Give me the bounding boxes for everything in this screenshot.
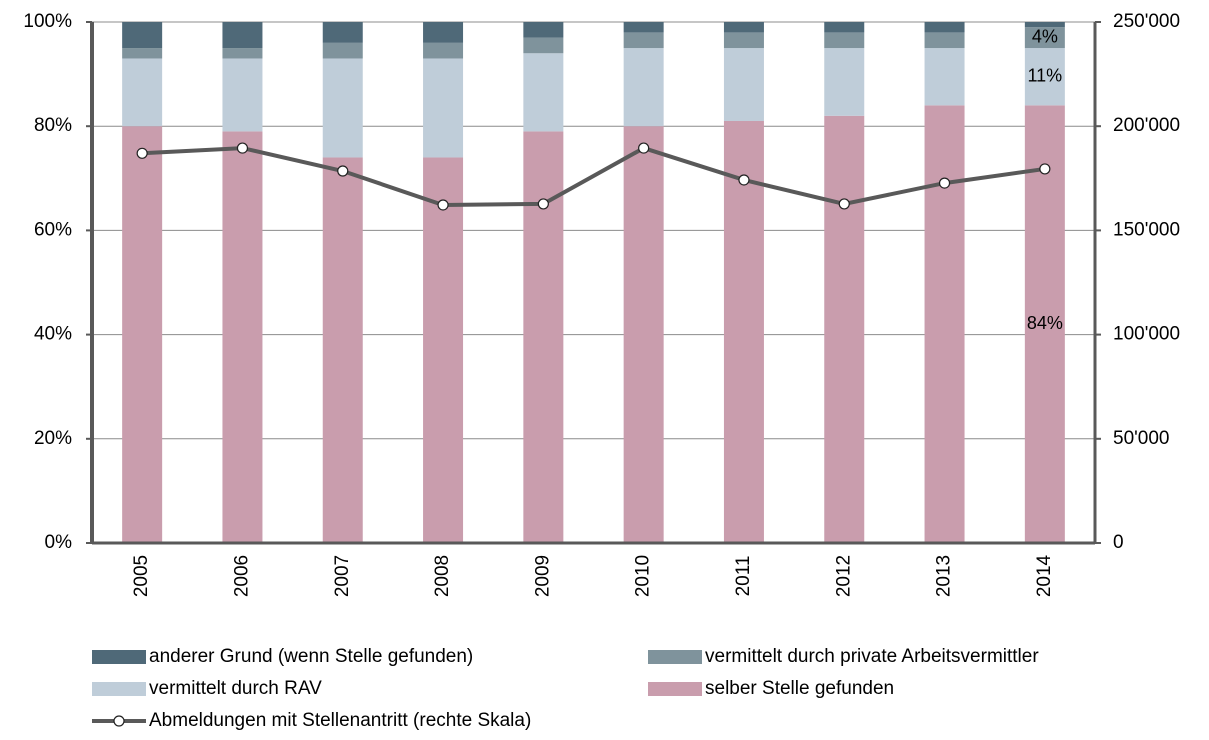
legend-label: Abmeldungen mit Stellenantritt (rechte S… bbox=[149, 710, 531, 731]
bar-segment bbox=[824, 115, 865, 543]
legend-label: anderer Grund (wenn Stelle gefunden) bbox=[149, 646, 473, 667]
legend-label: vermittelt durch private Arbeitsvermittl… bbox=[705, 646, 1039, 667]
bar-segment bbox=[523, 37, 564, 54]
x-tick-label: 2011 bbox=[733, 556, 754, 597]
line-marker bbox=[337, 165, 349, 177]
x-tick-label: 2008 bbox=[432, 555, 453, 597]
line-marker bbox=[638, 142, 650, 154]
y2-tick-label: 50'000 bbox=[1113, 428, 1169, 449]
bar-segment bbox=[423, 42, 464, 59]
x-tick-label: 2013 bbox=[934, 555, 955, 597]
bar-segment bbox=[222, 22, 263, 49]
bar-segment bbox=[824, 48, 865, 116]
y2-tick-label: 150'000 bbox=[1113, 219, 1180, 240]
bar-segment bbox=[523, 22, 564, 38]
bar-segment bbox=[423, 58, 464, 158]
legend-swatch bbox=[92, 650, 146, 664]
line-marker bbox=[537, 198, 549, 210]
bar-segment bbox=[924, 22, 965, 33]
y-tick-label: 40% bbox=[34, 324, 72, 345]
y2-tick-label: 0 bbox=[1113, 532, 1124, 553]
bar-segment bbox=[322, 22, 363, 43]
bar-segment bbox=[924, 105, 965, 544]
bar-segment bbox=[723, 48, 764, 121]
legend-swatch bbox=[92, 682, 146, 696]
bar-segment bbox=[824, 32, 865, 49]
legend-marker bbox=[113, 715, 125, 727]
bar-segment bbox=[723, 32, 764, 49]
bar-segment bbox=[1024, 27, 1065, 49]
bar-segment bbox=[1024, 105, 1065, 544]
line-marker bbox=[738, 174, 750, 186]
x-tick-label: 2005 bbox=[131, 555, 152, 597]
y-tick-label: 60% bbox=[34, 219, 72, 240]
legend-swatch bbox=[648, 650, 702, 664]
bar-segment bbox=[322, 157, 363, 543]
bar-segment bbox=[423, 22, 464, 43]
x-tick-label: 2007 bbox=[332, 555, 353, 597]
bar-segment bbox=[122, 48, 163, 59]
bar-segment bbox=[523, 131, 564, 543]
bar-segment bbox=[723, 120, 764, 544]
bar-segment bbox=[322, 58, 363, 158]
x-tick-label: 2009 bbox=[532, 555, 553, 597]
bar-segment bbox=[824, 22, 865, 33]
x-tick-label: 2014 bbox=[1034, 554, 1055, 597]
line-marker bbox=[236, 142, 249, 154]
legend-swatch bbox=[648, 682, 702, 696]
line-marker bbox=[437, 199, 449, 211]
bar-segment bbox=[623, 32, 664, 49]
y2-tick-label: 250'000 bbox=[1113, 11, 1180, 32]
bar-segment bbox=[924, 48, 965, 106]
line-marker bbox=[938, 177, 951, 189]
bar-segment bbox=[222, 131, 263, 543]
line-marker bbox=[136, 147, 148, 159]
y2-tick-label: 100'000 bbox=[1113, 324, 1180, 345]
y-tick-label: 100% bbox=[23, 11, 72, 32]
bar-segment bbox=[1024, 48, 1065, 106]
bar-segment bbox=[122, 58, 163, 127]
x-tick-label: 2010 bbox=[633, 555, 654, 597]
bar-segment bbox=[523, 53, 564, 132]
bar-segment bbox=[122, 22, 163, 49]
y2-tick-label: 200'000 bbox=[1113, 115, 1180, 136]
bar-segment bbox=[924, 32, 965, 49]
data-label: 11% bbox=[1027, 65, 1062, 85]
bar-segment bbox=[322, 42, 363, 59]
line-marker bbox=[1039, 163, 1051, 175]
line-marker bbox=[838, 198, 850, 210]
x-tick-label: 2012 bbox=[833, 555, 854, 597]
bar-segment bbox=[423, 157, 464, 543]
data-label: 4% bbox=[1032, 26, 1058, 46]
line-series bbox=[142, 145, 1046, 207]
y-tick-label: 20% bbox=[34, 428, 72, 449]
y-tick-label: 80% bbox=[34, 115, 72, 136]
bar-segment bbox=[122, 126, 163, 543]
bar-segment bbox=[222, 48, 263, 59]
data-label: 84% bbox=[1027, 313, 1063, 333]
bar-segment bbox=[623, 48, 664, 127]
legend-label: vermittelt durch RAV bbox=[149, 678, 322, 699]
bar-segment bbox=[1024, 22, 1065, 28]
bar-segment bbox=[623, 126, 664, 543]
x-tick-label: 2006 bbox=[231, 555, 252, 597]
y-tick-label: 0% bbox=[45, 532, 73, 553]
legend-label: selber Stelle gefunden bbox=[705, 678, 894, 699]
bar-segment bbox=[723, 22, 764, 33]
bar-segment bbox=[222, 58, 263, 132]
bar-segment bbox=[623, 22, 664, 33]
